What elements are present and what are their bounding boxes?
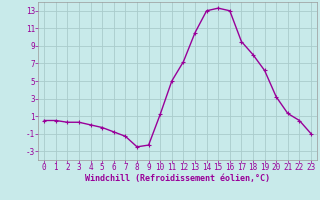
X-axis label: Windchill (Refroidissement éolien,°C): Windchill (Refroidissement éolien,°C) bbox=[85, 174, 270, 183]
